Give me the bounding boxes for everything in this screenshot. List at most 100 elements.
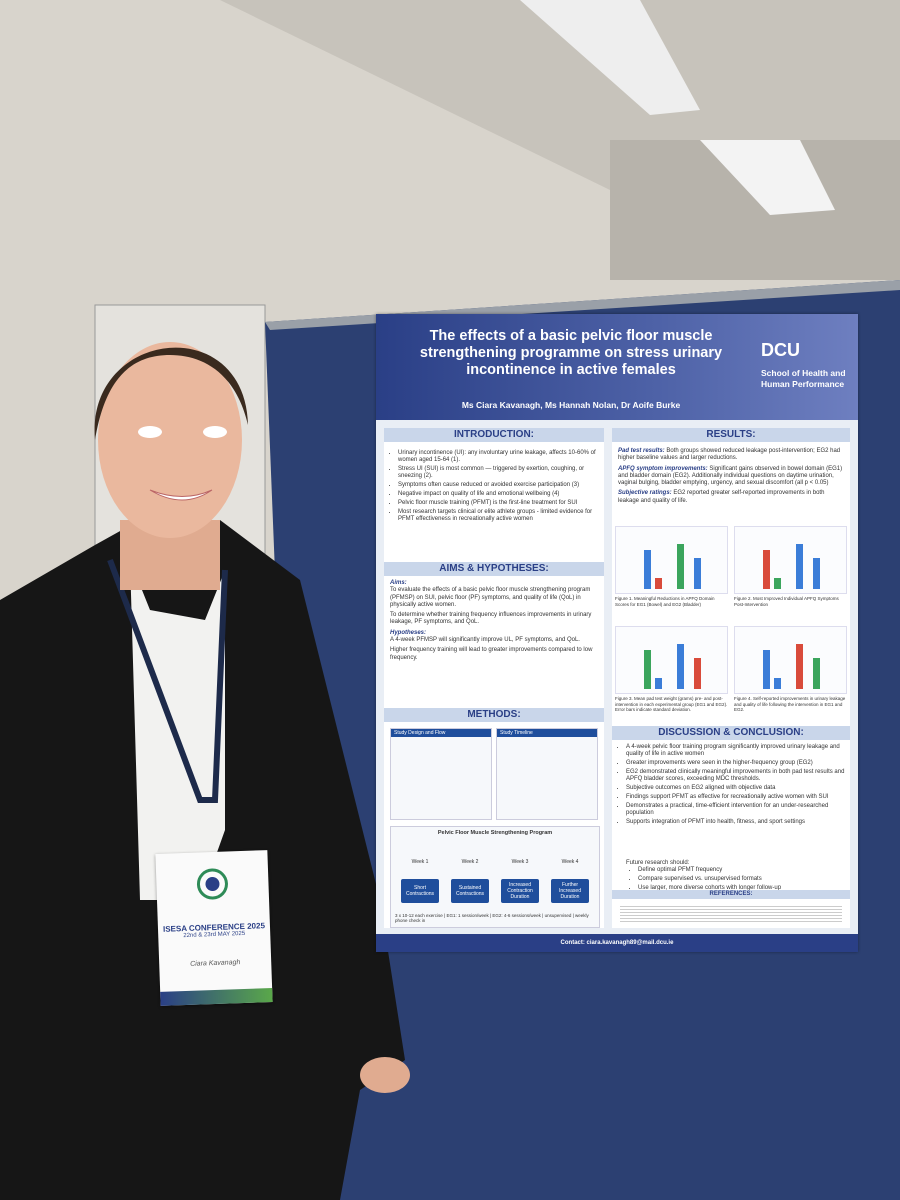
figure-graphic [773, 577, 781, 589]
figure-graphic [762, 549, 770, 589]
figure: Figure 1. Meaningful Reductions in APFQ … [615, 526, 728, 622]
figure-graphic [654, 677, 662, 689]
references-text [620, 904, 842, 924]
step-box: Increased Contraction Duration [501, 879, 539, 903]
step-box: Short Contractions [401, 879, 439, 903]
figure-graphic [773, 677, 781, 689]
week-label: Week 3 [511, 859, 529, 865]
contact-bar: Contact: ciara.kavanagh89@mail.dcu.ie [376, 934, 858, 952]
hand [360, 1057, 410, 1093]
face [98, 342, 242, 538]
bullet: Stress UI (SUI) is most common — trigger… [398, 466, 608, 481]
figure: Figure 4. Self-reported improvements in … [734, 626, 847, 722]
discussion-list: A 4-week pelvic floor training program s… [616, 744, 854, 827]
eye [138, 426, 162, 438]
section-heading: METHODS: [384, 708, 604, 722]
figure-plot [615, 626, 728, 694]
paragraph: A 4-week PFMSP will significantly improv… [390, 637, 580, 644]
figure-caption: Figure 1. Meaningful Reductions in APFQ … [615, 596, 715, 607]
figure-graphic [812, 658, 820, 689]
result-label: Subjective ratings: [618, 490, 672, 497]
bullet: Urinary incontinence (UI): any involunta… [398, 450, 608, 465]
bullet: Greater improvements were seen in the hi… [626, 760, 854, 767]
school: School of Health and Human Performance [761, 368, 846, 389]
ceiling-light [700, 140, 835, 215]
panel-title: Study Design and Flow [391, 729, 491, 737]
bullet: Findings support PFMT as effective for r… [626, 794, 854, 801]
figure-graphic [693, 658, 701, 689]
logo: DCU [761, 340, 800, 360]
hypotheses-list: A 4-week PFMSP will significantly improv… [390, 637, 598, 662]
figure-plot [734, 626, 847, 694]
result-paragraph: Pad test results: Both groups showed red… [618, 448, 844, 463]
future-list: Define optimal PFMT frequency Compare sup… [616, 867, 844, 892]
figure-plot [734, 526, 847, 594]
result-paragraph: Subjective ratings: EG2 reported greater… [618, 490, 844, 505]
week-label: Week 1 [411, 859, 429, 865]
program-footer: 3 x 10-12 each exercise | EG1: 1 session… [395, 913, 589, 923]
figure-graphic [762, 649, 770, 689]
badge-logo [196, 868, 228, 900]
figure-graphic [812, 558, 820, 589]
intro-list: Urinary incontinence (UI): any involunta… [388, 450, 608, 525]
program-title: Pelvic Floor Muscle Strengthening Progra… [437, 830, 553, 836]
poster-title: The effects of a basic pelvic floor musc… [419, 328, 723, 378]
paragraph: To evaluate the effects of a basic pelvi… [390, 587, 591, 608]
result-text: Both groups showed reduced leakage post-… [618, 448, 841, 462]
references-heading: REFERENCES: [612, 890, 850, 899]
figure: Figure 3. Mean pad test weight (grams) p… [615, 626, 728, 722]
result-text: EG2 reported greater self-reported impro… [618, 490, 825, 504]
timeline-panel: Study Timeline [496, 728, 598, 820]
aims-label: Aims: [390, 580, 407, 586]
aims-list: To evaluate the effects of a basic pelvi… [390, 587, 598, 626]
eye [203, 426, 227, 438]
badge-name: Ciara Kavanagh [190, 959, 241, 968]
figure-plot [615, 526, 728, 594]
figure-graphic [677, 644, 685, 689]
step-box: Further Increased Duration [551, 879, 589, 903]
figure-graphic [643, 649, 651, 689]
bullet: Use larger, more diverse cohorts with lo… [638, 885, 844, 892]
paragraph: To determine whether training frequency … [390, 612, 592, 626]
figure-graphic [796, 544, 804, 589]
figure-caption: Figure 2. Most Improved Individual APFQ … [734, 596, 839, 607]
conference-badge: ISESA CONFERENCE 2025 22nd & 23rd MAY 20… [155, 850, 273, 1006]
week-label: Week 2 [461, 859, 479, 865]
figure-caption: Figure 3. Mean pad test weight (grams) p… [615, 696, 728, 712]
left-column: INTRODUCTION: Urinary incontinence (UI):… [384, 428, 604, 928]
paragraph: Higher frequency training will lead to g… [390, 647, 593, 661]
bullet: EG2 demonstrated clinically meaningful i… [626, 769, 854, 784]
program-panel: Pelvic Floor Muscle Strengthening Progra… [390, 826, 600, 928]
future-label: Future research should: [626, 860, 690, 866]
figure-graphic [693, 558, 701, 589]
bullet: Negative impact on quality of life and e… [398, 491, 608, 498]
bullet: Most research targets clinical or elite … [398, 509, 608, 524]
figure-graphic [677, 544, 685, 589]
bullet: Compare supervised vs. unsupervised form… [638, 876, 844, 883]
result-label: Pad test results: [618, 448, 665, 454]
bullet: Demonstrates a practical, time-efficient… [626, 803, 854, 818]
right-column: RESULTS: Pad test results: Both groups s… [612, 428, 850, 928]
bullet: Define optimal PFMT frequency [638, 867, 844, 874]
result-text: Significant gains observed in bowel doma… [618, 465, 843, 487]
section-heading: DISCUSSION & CONCLUSION: [612, 726, 850, 740]
bullet: Subjective outcomes on EG2 aligned with … [626, 785, 854, 792]
bullet: Pelvic floor muscle training (PFMT) is t… [398, 500, 608, 507]
result-paragraph: APFQ symptom improvements: Significant g… [618, 466, 844, 488]
lanyard [107, 558, 228, 803]
figure: Figure 2. Most Improved Individual APFQ … [734, 526, 847, 622]
week-label: Week 4 [561, 859, 579, 865]
section-heading: INTRODUCTION: [384, 428, 604, 442]
poster: The effects of a basic pelvic floor musc… [376, 314, 858, 952]
bullet: Symptoms often cause reduced or avoided … [398, 482, 608, 489]
white-top [130, 560, 225, 900]
future-block: Future research should: Define optimal P… [616, 860, 844, 894]
figure-graphic [643, 549, 651, 589]
poster-header: The effects of a basic pelvic floor musc… [376, 314, 858, 420]
poster-authors: Ms Ciara Kavanagh, Ms Hannah Nolan, Dr A… [461, 400, 681, 410]
ceiling-light [520, 0, 700, 115]
aims-block: Aims: To evaluate the effects of a basic… [390, 580, 598, 665]
step-box: Sustained Contractions [451, 879, 489, 903]
smile [149, 489, 213, 501]
